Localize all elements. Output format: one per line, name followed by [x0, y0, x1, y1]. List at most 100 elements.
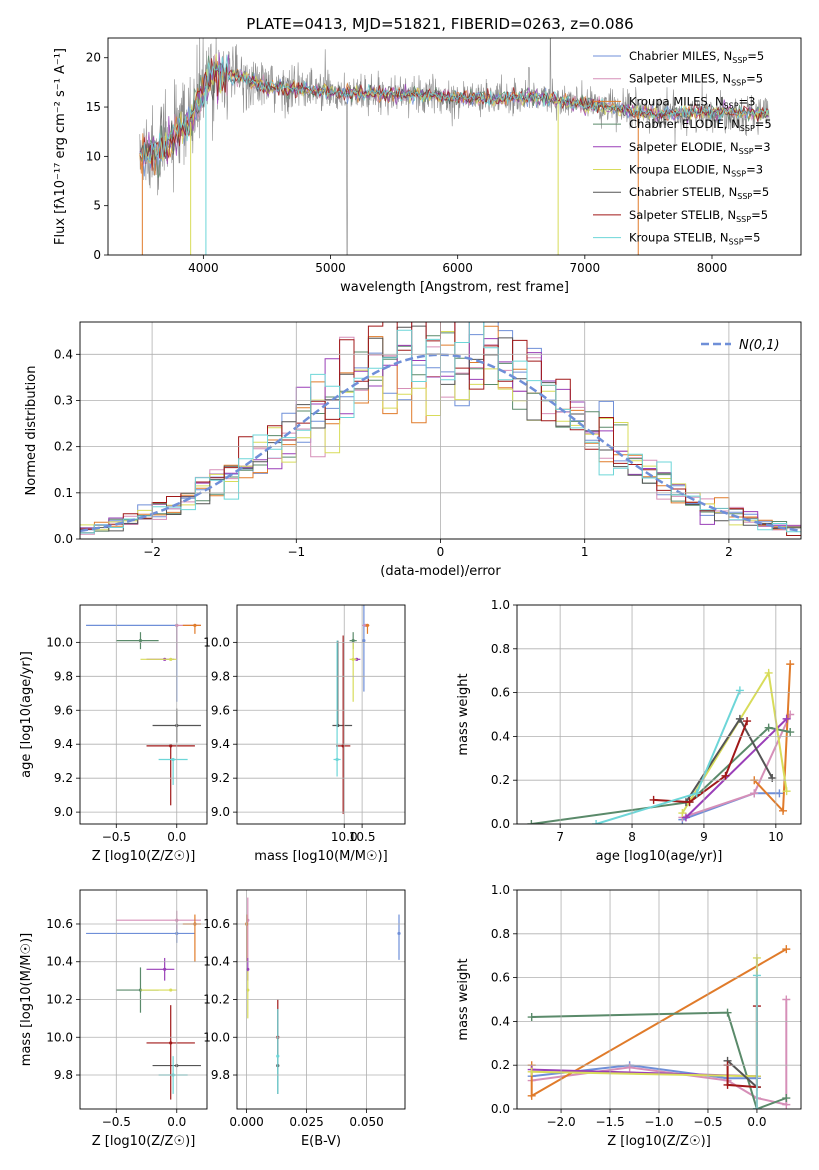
x-axis-label: age [log10(age/yr)] — [596, 849, 723, 864]
weight-marker-kroupa_miles — [779, 806, 788, 815]
y-tick-label: 10.2 — [46, 993, 73, 1007]
axes-frame — [79, 321, 802, 540]
weight-marker-salpeter_stelib — [649, 795, 658, 804]
axes-frame — [79, 889, 208, 1110]
weight-marker-chabrier_elodie — [723, 1008, 732, 1017]
legend-subscript: SSP — [729, 238, 744, 247]
y-tick-label: 0.0 — [491, 817, 510, 831]
y-axis-label: Normed distribution — [24, 366, 39, 496]
y-tick-label: 9.0 — [211, 805, 230, 819]
x-tick-label: 10.0 — [331, 830, 358, 844]
weight-marker-chabrier_elodie — [782, 1094, 791, 1103]
legend-subscript: SSP — [731, 79, 746, 88]
weight-line-chabrier_elodie — [531, 1011, 787, 1109]
y-tick-label: 10.0 — [46, 1030, 73, 1044]
x-tick-label: −1 — [287, 545, 305, 559]
y-tick-label: 1.0 — [491, 598, 510, 612]
y-tick-label: 15 — [86, 100, 101, 114]
weight-marker-chabrier_elodie — [527, 1013, 536, 1022]
y-tick-label: 9.8 — [54, 1068, 73, 1082]
x-axis-label: E(B-V) — [301, 1134, 341, 1149]
x-tick-label: 8 — [628, 830, 636, 844]
x-axis-label: (data-model)/error — [380, 564, 501, 579]
legend-subscript: SSP — [737, 192, 752, 201]
point-kroupa_miles — [365, 623, 370, 627]
y-tick-label: 9.6 — [211, 703, 230, 717]
figure-title: PLATE=0413, MJD=51821, FIBERID=0263, z=0… — [246, 15, 633, 33]
axes-frame — [107, 37, 802, 256]
legend-subscript: SSP — [739, 147, 754, 156]
x-axis-label: Z [log10(Z/Z☉)] — [92, 849, 196, 864]
weight-line-salpeter_miles — [531, 999, 788, 1106]
y-tick-label: 10.0 — [46, 635, 73, 649]
x-axis-label: wavelength [Angstrom, rest frame] — [340, 280, 569, 295]
weight-marker-kroupa_elodie — [678, 809, 687, 818]
y-tick-label: 9.2 — [211, 771, 230, 785]
weight-marker-kroupa_stelib — [735, 686, 744, 695]
x-axis-label: Z [log10(Z/Z☉)] — [92, 1134, 196, 1149]
x-tick-label: 0.0 — [167, 1115, 186, 1129]
legend-label-salpeter_miles: Salpeter MILES, NSSP=5 — [629, 72, 763, 88]
weight-marker-chabrier_stelib — [768, 774, 777, 783]
y-tick-label: 9.2 — [54, 771, 73, 785]
x-tick-label: 0.025 — [289, 1115, 323, 1129]
weight-marker-chabrier_miles — [775, 789, 784, 798]
spectrum-data-line — [139, 38, 770, 255]
weight-line-kroupa_stelib — [595, 690, 741, 824]
legend-value: =3 — [754, 140, 771, 154]
weight-marker-salpeter_stelib — [743, 717, 752, 726]
axes-frame — [516, 889, 802, 1110]
y-tick-label: 0.4 — [54, 347, 73, 361]
weight-marker-kroupa_elodie — [527, 1067, 536, 1076]
y-tick-label: 0.3 — [54, 393, 73, 407]
weight-marker-kroupa_miles — [782, 945, 791, 954]
x-tick-label: 8000 — [697, 261, 728, 275]
y-tick-label: 0.4 — [491, 1014, 510, 1028]
y-tick-label: 10.6 — [46, 917, 73, 931]
x-tick-label: 0.0 — [167, 830, 186, 844]
point-kroupa_elodie — [351, 657, 355, 661]
panel-mass-vs-ebv: 0.000 0.025 0.050 9.8 10.0 10.2 10.4 10.6 E(B-V) — [203, 889, 406, 1149]
x-tick-label: 7 — [556, 830, 564, 844]
point-chabrier_miles — [362, 639, 366, 643]
weight-marker-kroupa_stelib — [592, 820, 601, 824]
x-tick-label: −0.5 — [102, 1115, 131, 1129]
x-axis-label: Z [log10(Z/Z☉)] — [607, 1134, 711, 1149]
y-tick-label: 0.4 — [491, 729, 510, 743]
weight-marker-salpeter_miles — [750, 789, 759, 798]
legend-value: =5 — [746, 72, 763, 86]
y-tick-label: 1.0 — [491, 883, 510, 897]
x-tick-label: 5000 — [315, 261, 346, 275]
point-chabrier_elodie — [351, 639, 355, 643]
x-tick-label: 0.0 — [747, 1115, 766, 1129]
y-tick-label: 10.0 — [203, 635, 230, 649]
x-tick-label: 7000 — [570, 261, 601, 275]
y-tick-label: 0 — [93, 248, 101, 262]
weight-marker-kroupa_miles — [527, 1091, 536, 1100]
plot-area — [527, 945, 791, 1109]
legend-label-normal: N(0,1) — [739, 338, 780, 353]
point-kroupa_elodie — [169, 657, 173, 661]
point-salpeter_elodie — [163, 967, 167, 971]
y-tick-label: 10.2 — [203, 993, 230, 1007]
panel-mass-weight-vs-Z: −2.0 −1.5 −1.0 −0.5 0.0 0.0 0.2 0.4 0.6 0.8 1.0 Z [… — [456, 883, 802, 1149]
plot-area — [86, 910, 201, 1100]
x-tick-label: 10 — [768, 830, 783, 844]
weight-marker-chabrier_elodie — [764, 723, 773, 732]
plot-area — [139, 38, 770, 255]
weight-marker-salpeter_stelib — [685, 798, 694, 807]
point-chabrier_miles — [397, 931, 401, 936]
weight-marker-kroupa_stelib — [692, 789, 701, 798]
legend-label-chabrier_miles: Chabrier MILES, NSSP=5 — [629, 49, 764, 65]
legend-subscript: SSP — [731, 170, 746, 179]
y-tick-label: 9.4 — [211, 737, 230, 751]
y-axis-label: Flux [fλ10⁻¹⁷ erg cm⁻² s⁻¹ A⁻¹] — [53, 48, 68, 245]
y-tick-label: 0.6 — [491, 686, 510, 700]
weight-marker-salpeter_elodie — [782, 714, 791, 723]
axes-frame — [236, 889, 406, 1110]
weight-marker-chabrier_elodie — [527, 820, 536, 824]
axes-frame — [79, 604, 208, 825]
point-chabrier_elodie — [138, 639, 143, 643]
weight-marker-salpeter_miles — [782, 995, 791, 1004]
legend-label-kroupa_miles: Kroupa MILES, NSSP=3 — [629, 94, 755, 110]
